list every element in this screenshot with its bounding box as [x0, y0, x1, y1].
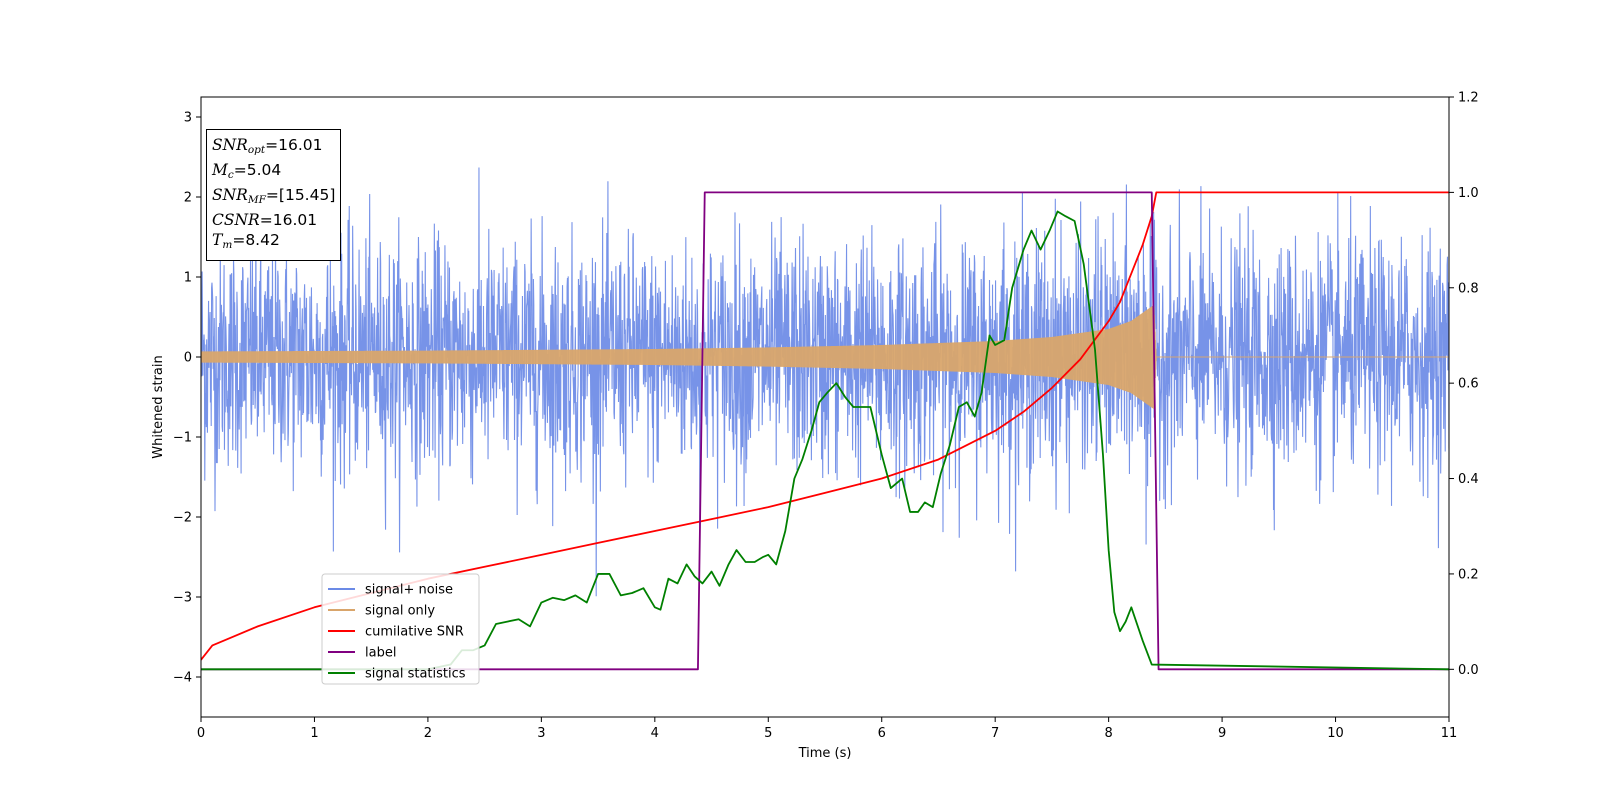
y-left-tick-label: 1: [184, 271, 192, 286]
y-left-tick-label: −4: [173, 671, 192, 686]
stats-snr-opt-value: 16.01: [278, 136, 323, 154]
y-right-tick-label: 0.6: [1458, 377, 1479, 392]
y-left-tick-label: 3: [184, 111, 192, 126]
x-tick-label: 4: [651, 726, 659, 741]
y-axis-left: −4 −3 −2 −1 0 1 2 3: [173, 111, 201, 686]
legend-label: signal statistics: [365, 667, 466, 682]
x-tick-label: 7: [991, 726, 999, 741]
stats-tm: Tm=8.42: [212, 231, 280, 251]
legend-label: cumilative SNR: [365, 625, 464, 640]
stats-snr-opt: SNRopt=16.01: [212, 136, 323, 156]
x-tick-label: 0: [197, 726, 205, 741]
y-left-tick-label: 2: [184, 191, 192, 206]
stats-tm-value: 8.42: [245, 231, 280, 249]
stats-snr-mf: SNRMF=[15.45]: [212, 186, 336, 206]
x-tick-label: 11: [1441, 726, 1458, 741]
legend-label: label: [365, 646, 396, 661]
stats-mc: Mc=5.04: [212, 161, 282, 181]
x-tick-label: 10: [1327, 726, 1344, 741]
y-right-tick-label: 1.2: [1458, 91, 1479, 106]
stats-csnr: CSNR=16.01: [212, 211, 318, 229]
x-tick-label: 5: [764, 726, 772, 741]
legend-frame: [321, 573, 480, 685]
y-left-tick-label: −1: [173, 431, 192, 446]
y-left-tick-label: 0: [184, 351, 192, 366]
y-right-tick-label: 1.0: [1458, 186, 1479, 201]
x-tick-label: 8: [1104, 726, 1112, 741]
stats-annotation-box: SNRopt=16.01 Mc=5.04 SNRMF=[15.45] CSNR=…: [206, 129, 342, 261]
signal-noise-line: [201, 167, 1449, 597]
y-axis-right: 0.0 0.2 0.4 0.6 0.8 1.0 1.2: [1449, 91, 1479, 678]
x-tick-label: 1: [310, 726, 318, 741]
stats-mc-value: 5.04: [246, 161, 282, 179]
legend-label: signal only: [365, 604, 435, 619]
series-signal-noise: [201, 167, 1449, 597]
y-right-tick-label: 0.2: [1458, 567, 1479, 582]
legend: signal+ noise signal only cumilative SNR la…: [321, 573, 480, 685]
series-signal-only: [201, 305, 1449, 409]
x-tick-label: 2: [424, 726, 432, 741]
y-right-tick-label: 0.4: [1458, 472, 1479, 487]
signal-statistics-line: [201, 210, 1449, 671]
y-left-tick-label: −3: [173, 591, 192, 606]
legend-label: signal+ noise: [365, 583, 453, 598]
stats-snr-mf-value: [15.45]: [278, 186, 336, 204]
plot-frame: [200, 96, 1450, 718]
y-axis-left-label: Whitened strain: [151, 355, 166, 458]
stats-csnr-value: 16.01: [272, 211, 318, 229]
x-tick-label: 3: [537, 726, 545, 741]
y-right-tick-label: 0.0: [1458, 663, 1479, 678]
signal-only-line: [201, 305, 1449, 409]
label-line: [201, 191, 1449, 671]
x-tick-label: 9: [1218, 726, 1226, 741]
x-axis-label: Time (s): [798, 746, 852, 761]
x-axis: 0 1 2 3 4 5 6 7 8 9 10 11: [197, 717, 1457, 741]
x-tick-label: 6: [878, 726, 886, 741]
y-left-tick-label: −2: [173, 511, 192, 526]
y-right-tick-label: 0.8: [1458, 281, 1479, 296]
